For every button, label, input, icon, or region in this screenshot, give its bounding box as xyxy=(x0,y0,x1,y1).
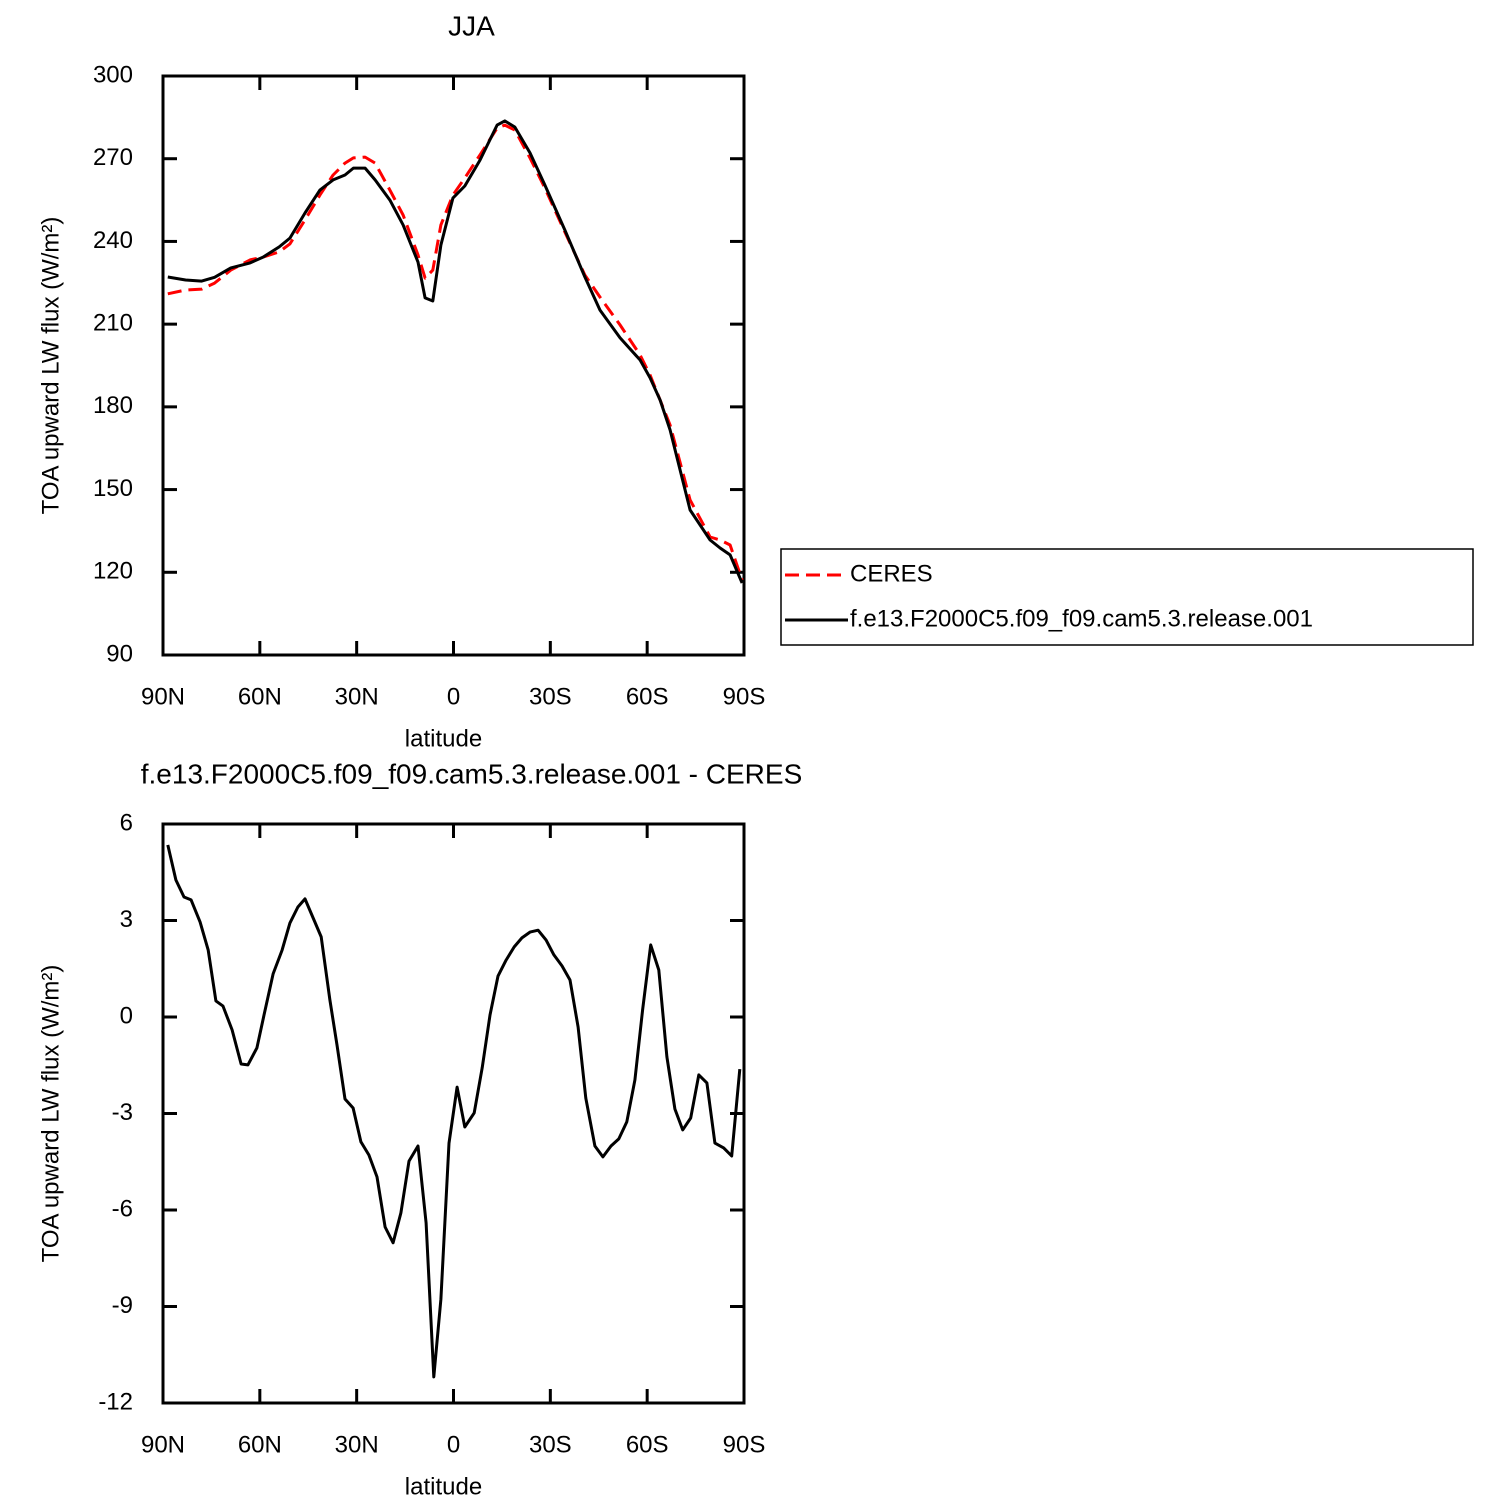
x-tick-label: 0 xyxy=(447,683,460,710)
legend-label: f.e13.F2000C5.f09_f09.cam5.3.release.001 xyxy=(850,605,1313,632)
data-line xyxy=(167,119,744,584)
legend-box xyxy=(780,548,1474,646)
y-tick-label: 3 xyxy=(120,906,133,933)
x-tick-label: 90S xyxy=(723,1431,766,1458)
x-axis-label: latitude xyxy=(405,725,482,752)
y-tick-label: -3 xyxy=(112,1099,133,1126)
y-tick-label: 90 xyxy=(106,640,133,667)
chart-title: JJA xyxy=(448,10,495,41)
y-tick-label: 150 xyxy=(93,475,133,502)
x-tick-label: 60N xyxy=(238,1431,282,1458)
y-tick-label: -9 xyxy=(112,1292,133,1319)
y-tick-label: 120 xyxy=(93,558,133,585)
x-tick-label: 30N xyxy=(335,683,379,710)
chart-title: f.e13.F2000C5.f09_f09.cam5.3.release.001… xyxy=(141,758,803,789)
y-tick-label: -12 xyxy=(98,1388,133,1415)
y-axis-label: TOA upward LW flux (W/m²) xyxy=(37,217,64,515)
y-axis-label: TOA upward LW flux (W/m²) xyxy=(37,965,64,1263)
x-tick-label: 90N xyxy=(141,1431,185,1458)
x-tick-label: 90S xyxy=(723,683,766,710)
x-tick-label: 0 xyxy=(447,1431,460,1458)
x-tick-label: 90N xyxy=(141,683,185,710)
x-tick-label: 60N xyxy=(238,683,282,710)
y-tick-label: 300 xyxy=(93,61,133,88)
x-tick-label: 60S xyxy=(626,683,669,710)
y-tick-label: 0 xyxy=(120,1002,133,1029)
y-tick-label: 270 xyxy=(93,144,133,171)
x-tick-label: 60S xyxy=(626,1431,669,1458)
plot-frame xyxy=(161,74,746,657)
x-tick-label: 30S xyxy=(529,1431,572,1458)
y-tick-label: 240 xyxy=(93,227,133,254)
x-axis-label: latitude xyxy=(405,1473,482,1500)
y-tick-label: 6 xyxy=(120,809,133,836)
y-tick-label: -6 xyxy=(112,1195,133,1222)
data-line xyxy=(166,844,742,1379)
y-tick-label: 210 xyxy=(93,309,133,336)
x-tick-label: 30N xyxy=(335,1431,379,1458)
y-tick-label: 180 xyxy=(93,392,133,419)
data-line xyxy=(167,123,744,581)
legend-label: CERES xyxy=(850,560,933,587)
x-tick-label: 30S xyxy=(529,683,572,710)
